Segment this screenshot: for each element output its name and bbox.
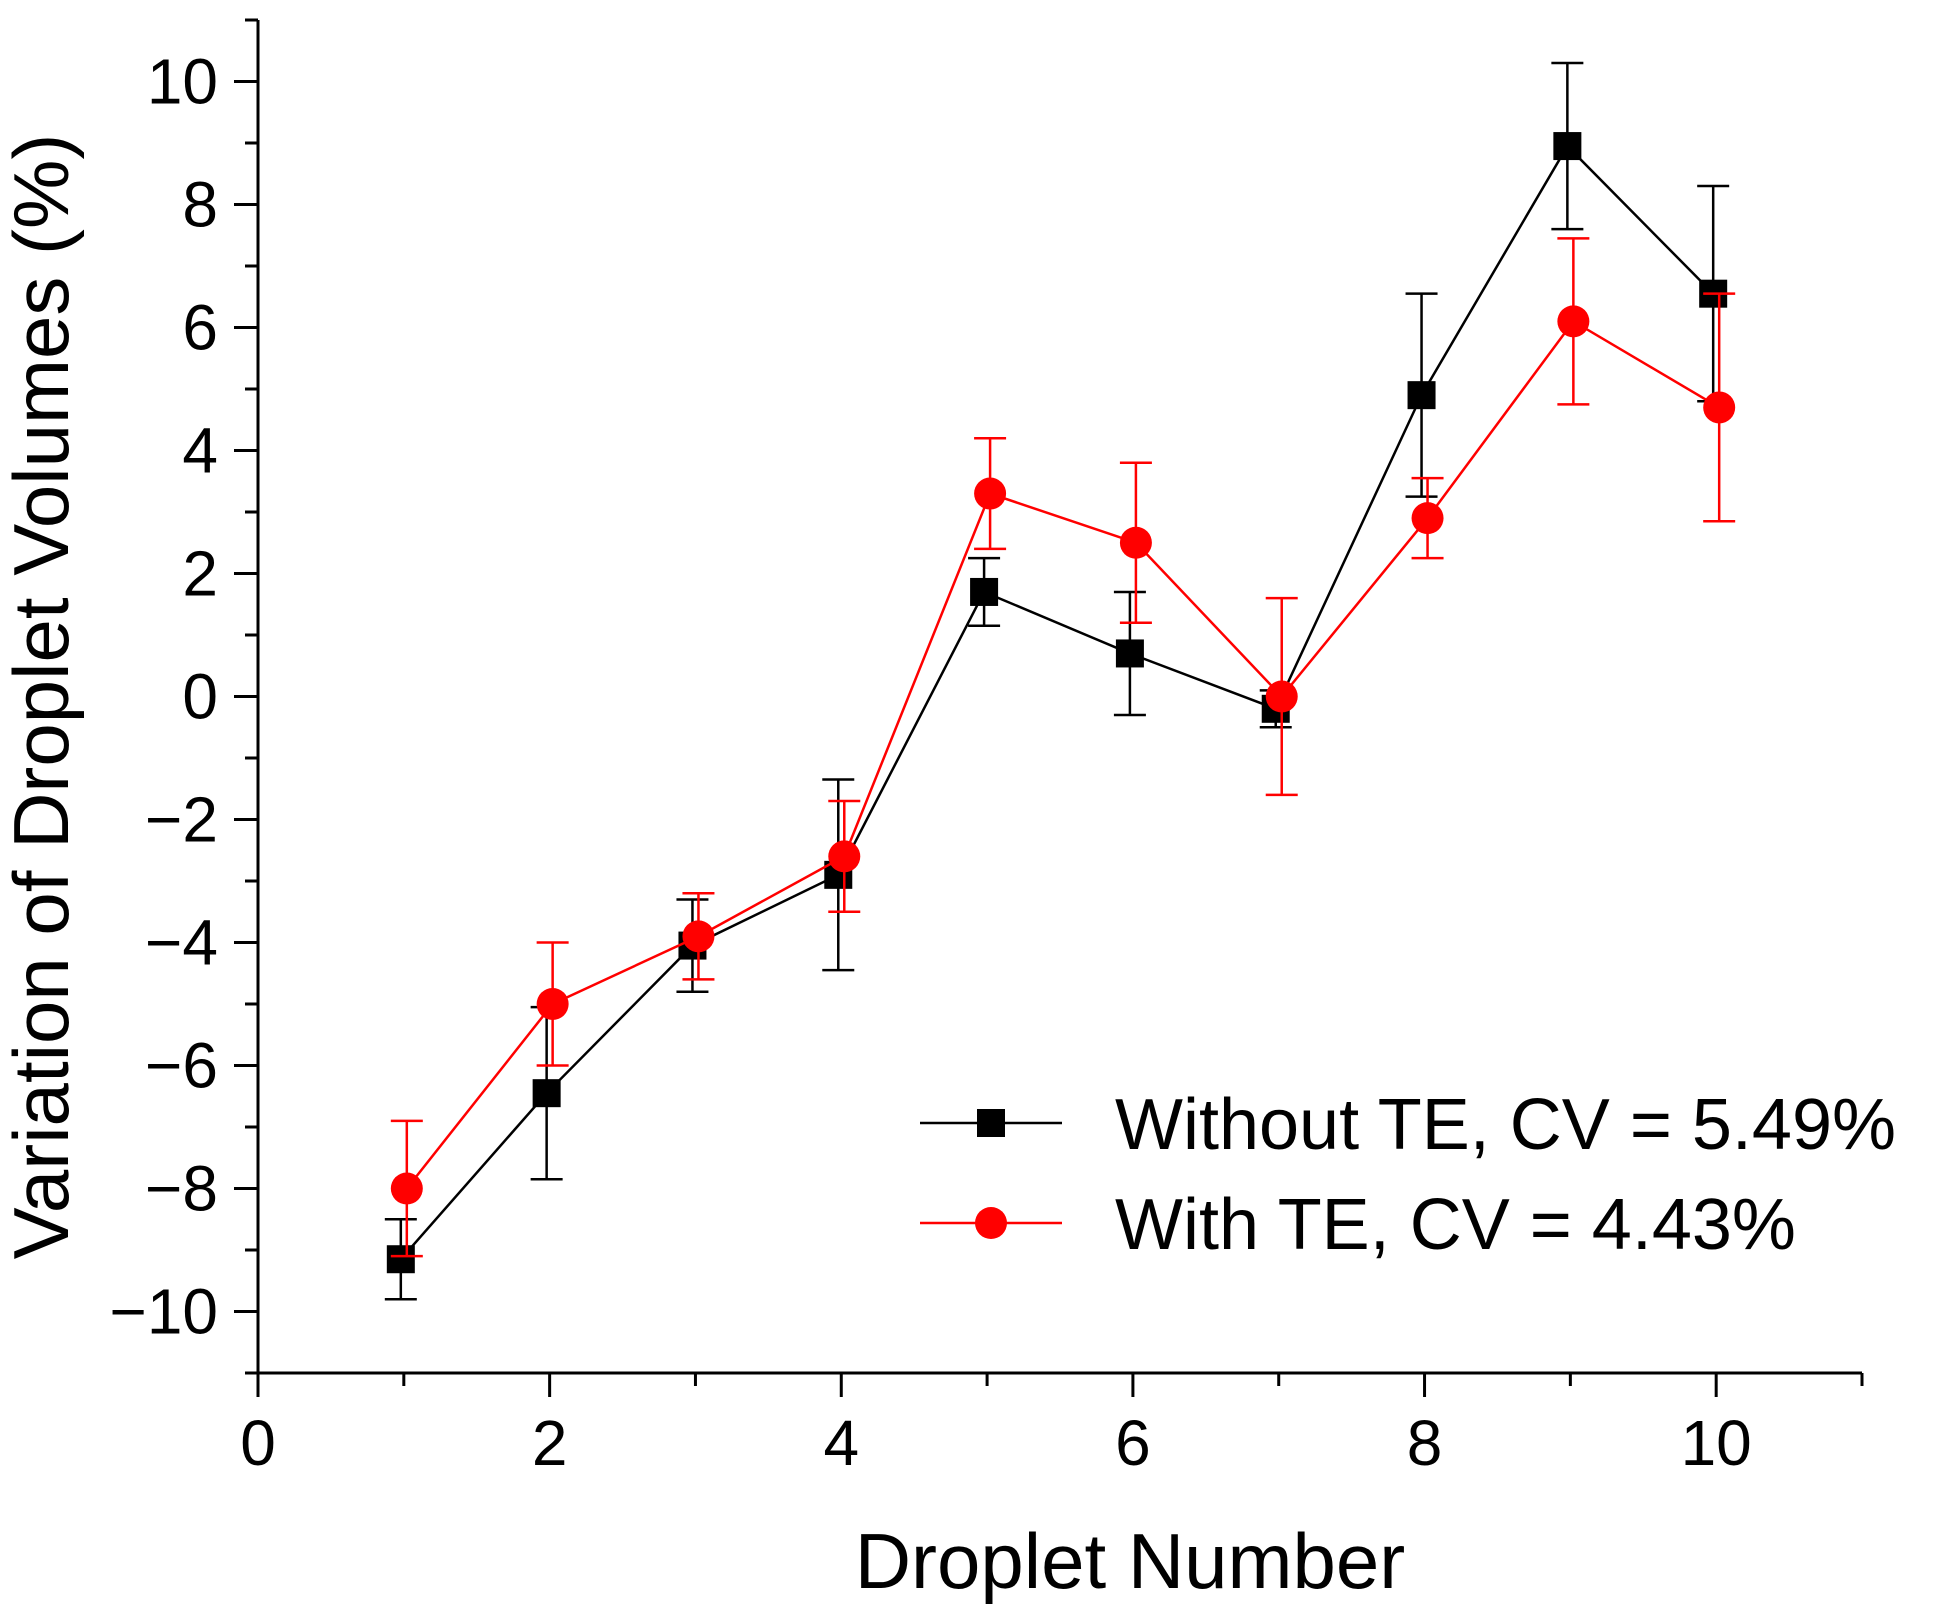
x-tick-label: 10 [1681,1407,1752,1479]
axes-layer: −10 −8 −6 −4 −2 0 2 4 6 8 10 0 2 4 6 8 10 Droplet Number V… [0,18,1864,1605]
x-axis-title: Droplet Number [855,1517,1406,1605]
y-tick-label: 6 [182,292,218,364]
legend-label: Without TE, CV = 5.49% [1115,1085,1896,1165]
y-tick-label: 2 [182,538,218,610]
y-tick-label: −2 [145,784,218,856]
legend-label: With TE, CV = 4.43% [1115,1185,1796,1265]
series-line [399,144,1715,1261]
y-tick-label: 10 [147,46,218,118]
data-point-square [1553,132,1582,161]
x-tick-label: 2 [532,1407,568,1479]
data-point-circle [536,988,569,1020]
data-point-circle [1557,305,1590,338]
data-point-square [386,1245,415,1274]
data-point-circle [390,1172,423,1205]
data-point-circle [1265,680,1298,713]
y-axis-title: Variation of Droplet Volumes (%) [0,134,85,1260]
x-tick-label: 8 [1407,1407,1443,1479]
data-point-circle [682,920,715,953]
data-point-circle [974,477,1007,510]
legend-marker-circle [975,1207,1007,1239]
data-point-square [970,577,999,606]
data-point-circle [1703,391,1736,424]
y-tick-label: 8 [182,169,218,241]
data-point-circle [1119,526,1152,559]
data-point-square [1115,639,1144,668]
series-layer [384,61,1736,1301]
y-tick-label: −8 [145,1153,218,1225]
data-point-square [532,1079,561,1108]
data-point-square [1407,381,1436,410]
series-line [405,319,1720,1190]
legend: Without TE, CV = 5.49% With TE, CV = 4.43… [920,1085,1896,1265]
data-point-circle [1411,502,1444,535]
y-tick-label: −10 [109,1276,218,1348]
x-tick-label: 6 [1115,1407,1151,1479]
y-tick-label: −6 [145,1030,218,1102]
x-tick-label: 0 [240,1407,276,1479]
data-point-circle [828,840,861,873]
y-tick-label: 0 [182,661,218,733]
y-tick-label: 4 [182,415,218,487]
y-tick-label: −4 [145,907,218,979]
x-tick-label: 4 [823,1407,859,1479]
legend-marker-square [977,1109,1005,1137]
